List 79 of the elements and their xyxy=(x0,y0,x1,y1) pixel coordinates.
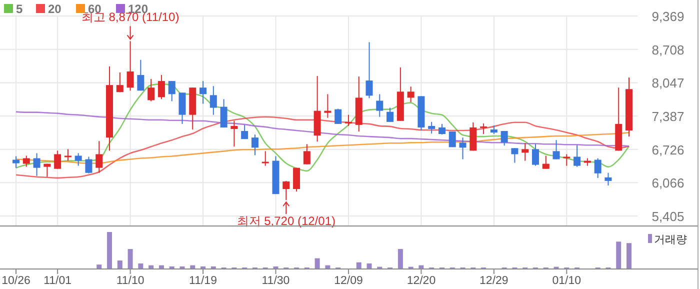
candlestick xyxy=(334,108,342,124)
bar xyxy=(366,263,372,269)
candlestick xyxy=(366,42,373,99)
candlestick xyxy=(54,150,62,170)
bar xyxy=(128,249,133,269)
candlestick xyxy=(552,140,560,160)
x-tick-label: 12/29 xyxy=(480,275,508,287)
candlestick xyxy=(542,155,550,170)
candlestick xyxy=(74,152,82,166)
candlestick xyxy=(386,107,394,122)
candlestick xyxy=(438,123,446,136)
bar xyxy=(616,242,622,269)
candlestick xyxy=(64,148,72,162)
x-tick-label: 11/19 xyxy=(189,275,217,287)
legend-label: 5 xyxy=(16,2,23,16)
candlestick xyxy=(407,86,414,103)
candlestick xyxy=(200,80,207,104)
annotation: 최저 5,720 (12/01) xyxy=(236,214,336,228)
candlestick xyxy=(459,137,466,160)
x-tick-label: 11/30 xyxy=(262,275,290,287)
x-tick-label: 10/26 xyxy=(2,275,30,287)
candlestick xyxy=(470,122,477,152)
y-tick-label: 8,047 xyxy=(652,76,684,91)
x-tick-label: 11/01 xyxy=(44,275,72,287)
bar xyxy=(314,258,320,269)
candlestick xyxy=(96,140,103,174)
candlestick xyxy=(511,148,518,164)
candlestick xyxy=(594,158,602,178)
candlestick xyxy=(137,59,144,92)
y-tick-label: 6,726 xyxy=(652,142,684,158)
candlestick xyxy=(344,114,352,126)
candlestick xyxy=(148,78,155,102)
legend-label: 거래량 xyxy=(654,234,687,246)
y-tick-label: 9,369 xyxy=(652,8,684,24)
y-tick-label: 6,066 xyxy=(652,176,684,191)
candlestick xyxy=(85,156,92,174)
candlestick xyxy=(44,163,51,178)
candlestick xyxy=(376,94,384,118)
x-tick-label: 11/10 xyxy=(116,275,144,287)
bar xyxy=(626,243,632,269)
y-tick-label: 8,708 xyxy=(652,42,684,58)
candlestick xyxy=(324,94,332,118)
x-tick-label: 01/10 xyxy=(552,275,582,287)
candlestick xyxy=(303,144,310,165)
candlestick xyxy=(282,180,290,201)
x-tick-label: 12/09 xyxy=(334,275,363,287)
candlestick xyxy=(230,120,238,148)
candlestick xyxy=(126,40,134,92)
x-tick-label: 12/20 xyxy=(406,275,436,287)
candlestick xyxy=(220,98,228,128)
candlestick xyxy=(210,86,217,116)
bar xyxy=(356,262,362,269)
bar xyxy=(107,232,112,269)
bar xyxy=(117,260,122,269)
candlestick xyxy=(428,121,436,134)
candlestick xyxy=(480,122,488,135)
candlestick xyxy=(116,72,124,93)
bar xyxy=(138,263,144,269)
candlestick xyxy=(178,92,186,124)
candlestick xyxy=(563,154,570,166)
candlestick xyxy=(33,152,40,176)
bar xyxy=(96,264,102,269)
legend-label: 20 xyxy=(48,2,62,16)
candlestick xyxy=(574,144,581,168)
candlestick xyxy=(241,124,248,140)
candlestick xyxy=(168,80,176,102)
candlestick xyxy=(158,74,165,100)
candlestick xyxy=(532,144,539,166)
candlestick xyxy=(251,134,258,156)
candlestick xyxy=(293,167,300,192)
y-tick-label: 5,405 xyxy=(652,209,684,224)
candlestick xyxy=(500,130,508,146)
candlestick xyxy=(604,172,612,186)
candlestick xyxy=(22,155,30,168)
candlestick xyxy=(262,150,269,166)
bar xyxy=(398,249,403,269)
candlestick xyxy=(12,156,20,168)
candlestick xyxy=(522,142,529,162)
y-tick-label: 7,387 xyxy=(652,109,684,124)
